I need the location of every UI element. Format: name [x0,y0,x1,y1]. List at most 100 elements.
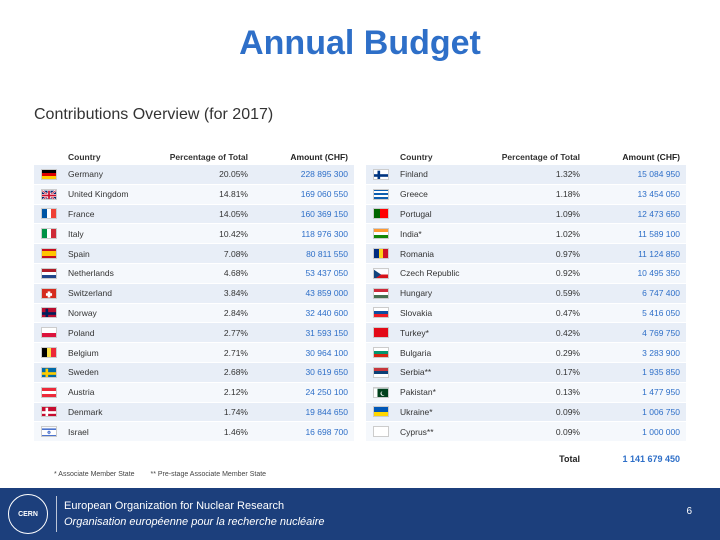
country-cell: Netherlands [68,268,114,279]
amount-cell: 1 006 750 [642,406,680,417]
percentage-cell: 0.92% [555,268,580,279]
cern-logo-icon: CERN [8,494,48,534]
flag-cell [34,287,64,299]
flag-cell [366,347,396,359]
flag-cell [34,386,64,398]
flag-cell [366,228,396,240]
header-percentage: Percentage of Total [501,152,580,162]
israel-flag-icon [41,426,57,438]
country-cell: France [68,208,95,219]
table-row: Sweden 2.68% 30 619 650 [34,362,354,383]
country-cell: Hungary [400,288,433,299]
header-amount: Amount (CHF) [622,152,680,162]
table-row: Switzerland 3.84% 43 859 000 [34,283,354,304]
table-row: Portugal 1.09% 12 473 650 [366,204,686,225]
amount-cell: 118 976 300 [301,228,348,239]
flag-cell [34,406,64,418]
slovakia-flag-icon [373,307,389,319]
footer-divider [56,496,57,532]
slide-title: Annual Budget [239,24,481,62]
amount-cell: 10 495 350 [637,268,680,279]
country-cell: Slovakia [400,307,433,318]
flag-cell [34,267,64,279]
country-cell: Portugal [400,208,432,219]
table-rows-left: Germany 20.05% 228 895 300 United Kingdom 14… [34,165,354,443]
country-cell: Denmark [68,406,103,417]
country-cell: Norway [68,307,97,318]
flag-cell [366,248,396,260]
country-cell: Greece [400,189,428,200]
flag-cell [34,327,64,339]
spain-flag-icon [41,248,57,260]
table-row: Hungary 0.59% 6 747 400 [366,283,686,304]
percentage-cell: 2.68% [223,367,248,378]
table-row: Italy 10.42% 118 976 300 [34,224,354,245]
table-row: Norway 2.84% 32 440 600 [34,303,354,324]
country-cell: Israel [68,426,89,437]
country-cell: Finland [400,169,428,180]
percentage-cell: 0.09% [555,426,580,437]
table-row: United Kingdom 14.81% 169 060 550 [34,184,354,205]
table-row: India* 1.02% 11 589 100 [366,224,686,245]
percentage-cell: 4.68% [223,268,248,279]
amount-cell: 4 769 750 [642,327,680,338]
percentage-cell: 2.84% [223,307,248,318]
bulgaria-flag-icon [373,347,389,359]
amount-cell: 15 084 950 [637,169,680,180]
country-cell: Ukraine* [400,406,433,417]
table-row: Romania 0.97% 11 124 850 [366,244,686,264]
country-cell: Germany [68,169,103,180]
header-amount: Amount (CHF) [290,152,348,162]
country-cell: Romania [400,248,435,259]
total-label: Total [559,454,580,464]
country-cell: Sweden [68,367,99,378]
percentage-cell: 1.74% [223,406,248,417]
percentage-cell: 2.12% [223,387,248,398]
country-cell: Poland [68,327,95,338]
turkey-flag-icon [373,327,389,339]
contributions-table-right: Country Percentage of Total Amount (CHF)… [366,149,686,443]
logo-text: CERN [18,510,38,518]
flag-cell [34,366,64,378]
amount-cell: 24 250 100 [305,387,348,398]
percentage-cell: 0.29% [555,347,580,358]
flag-cell [366,386,396,398]
serbia-flag-icon [373,366,389,378]
header-country: Country [68,152,101,162]
country-cell: Spain [68,248,90,259]
percentage-cell: 0.97% [555,248,580,259]
flag-cell [366,267,396,279]
czech-flag-icon [373,267,389,279]
country-cell: United Kingdom [68,189,129,200]
contributions-table-left: Country Percentage of Total Amount (CHF)… [34,149,354,443]
greece-flag-icon [373,188,389,200]
flag-cell [366,168,396,180]
amount-cell: 80 811 550 [306,248,348,259]
netherlands-flag-icon [41,267,57,279]
flag-cell [34,307,64,319]
romania-flag-icon [373,248,389,260]
table-row: Serbia** 0.17% 1 935 850 [366,362,686,383]
country-cell: Bulgaria [400,347,432,358]
pakistan-flag-icon [373,386,389,398]
amount-cell: 43 859 000 [305,288,348,299]
table-row: Greece 1.18% 13 454 050 [366,184,686,205]
amount-cell: 228 895 300 [300,169,348,180]
flag-cell [34,168,64,180]
flag-cell [34,208,64,220]
amount-cell: 31 593 150 [305,327,348,338]
india-flag-icon [373,228,389,240]
flag-cell [366,287,396,299]
table-row: Bulgaria 0.29% 3 283 900 [366,343,686,363]
flag-cell [366,208,396,220]
uk-flag-icon [41,188,57,200]
percentage-cell: 0.17% [555,367,580,378]
amount-cell: 1 477 950 [642,387,680,398]
table-row: Finland 1.32% 15 084 950 [366,165,686,185]
amount-cell: 169 060 550 [300,189,348,200]
cyprus-flag-icon [373,426,389,438]
percentage-cell: 2.77% [223,327,248,338]
amount-cell: 12 473 650 [637,208,680,219]
percentage-cell: 3.84% [223,288,248,299]
finland-flag-icon [373,168,389,180]
